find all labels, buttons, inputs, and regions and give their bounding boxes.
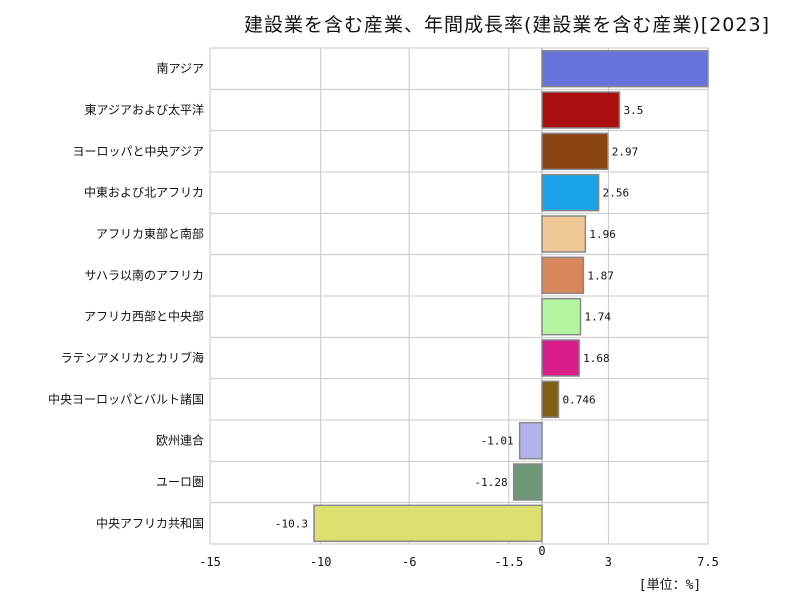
value-labels: 3.5 2.97 2.56 1.96 1.87 1.74 1.68 0.746 -1.01 -1.…: [275, 104, 643, 530]
x-tick-label-6: 7.5: [697, 555, 719, 569]
bar-0: [541, 49, 709, 88]
x-tick-label-2: -6: [402, 555, 416, 569]
category-label-4: アフリカ東部と南部: [96, 226, 204, 241]
value-label-9: -1.01: [481, 435, 514, 448]
category-label-9: 欧州連合: [156, 433, 204, 448]
x-tick-label-0: -15: [199, 555, 221, 569]
value-label-7: 1.68: [583, 352, 610, 365]
category-labels: 南アジア東アジアおよび太平洋ヨーロッパと中央アジア中東および北アフリカアフリカ東…: [48, 61, 204, 531]
x-tick-label-5: 3: [605, 555, 612, 569]
bar-8: [541, 380, 560, 419]
bar-4: [541, 215, 587, 253]
x-tick-label-1: -10: [310, 555, 332, 569]
category-label-2: ヨーロッパと中央アジア: [72, 143, 204, 158]
category-label-3: 中東および北アフリカ: [84, 185, 204, 200]
x-tick-label-3: -1.5: [494, 555, 523, 569]
value-label-1: 3.5: [623, 104, 643, 117]
category-label-6: アフリカ西部と中央部: [84, 309, 204, 324]
value-label-5: 1.87: [587, 269, 614, 282]
value-label-8: 0.746: [563, 393, 596, 406]
category-label-7: ラテンアメリカとカリブ海: [61, 350, 204, 365]
bar-6: [541, 297, 582, 336]
value-label-4: 1.96: [589, 228, 616, 241]
grid: [210, 48, 708, 544]
value-label-10: -1.28: [475, 476, 508, 489]
chart-title: 建設業を含む産業、年間成長率(建設業を含む産業)[2023]: [243, 14, 770, 36]
value-label-2: 2.97: [612, 145, 639, 158]
x-tick-labels: -15 -10 -6 -1.5 0 3 7.5: [199, 544, 719, 569]
category-label-8: 中央ヨーロッパとバルト諸国: [48, 391, 204, 406]
bar-5: [541, 256, 585, 295]
value-label-6: 1.74: [585, 311, 612, 324]
category-label-0: 南アジア: [156, 61, 204, 76]
bar-11: [313, 504, 543, 543]
value-label-3: 2.56: [603, 187, 630, 200]
bar-3: [541, 173, 600, 212]
bar-1: [541, 91, 621, 129]
category-label-11: 中央アフリカ共和国: [96, 515, 204, 530]
value-label-11: -10.3: [275, 517, 308, 530]
bar-7: [541, 339, 580, 377]
bars: [313, 49, 709, 543]
unit-label: [単位：%]: [638, 578, 702, 593]
x-tick-label-4: 0: [538, 544, 545, 558]
category-label-1: 東アジアおよび太平洋: [84, 102, 204, 117]
category-label-5: サハラ以南のアフリカ: [84, 267, 204, 282]
bar-10: [512, 463, 543, 501]
bar-2: [541, 132, 609, 171]
category-label-10: ユーロ圏: [156, 475, 204, 489]
bar-9: [518, 421, 543, 460]
